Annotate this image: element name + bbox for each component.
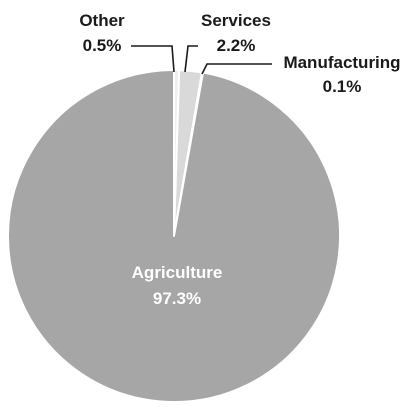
slice-value-services: 2.2%: [217, 36, 256, 55]
slice-value-manufacturing: 0.1%: [323, 77, 362, 96]
leader-line-manufacturing: [201, 63, 272, 75]
slice-value-other: 0.5%: [83, 36, 122, 55]
pie-slices: [7, 69, 341, 403]
pie-labels: Other 0.5% Services 2.2% Manufacturing 0…: [79, 11, 400, 308]
slice-label-services: Services: [201, 11, 271, 30]
slice-label-other: Other: [79, 11, 125, 30]
slice-label-manufacturing: Manufacturing: [283, 53, 400, 72]
slice-value-agriculture: 97.3%: [153, 289, 201, 308]
leader-lines: [131, 45, 272, 75]
leader-line-other: [131, 45, 175, 73]
pie-slice-agriculture: [7, 69, 341, 403]
slice-label-agriculture: Agriculture: [132, 263, 223, 282]
leader-line-services: [184, 45, 198, 73]
